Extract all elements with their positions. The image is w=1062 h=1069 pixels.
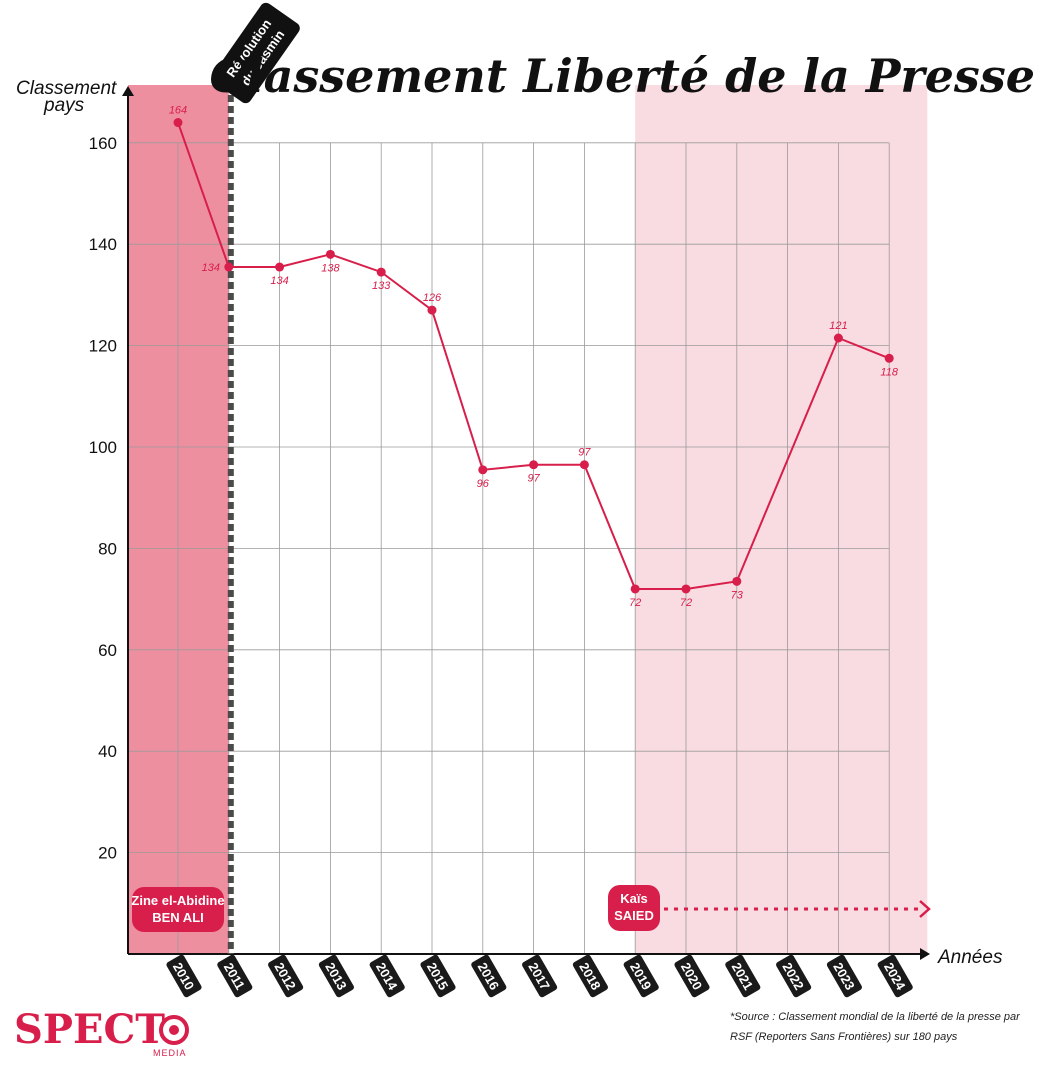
- data-point-2017: [529, 460, 539, 470]
- x-tick-2021: 2021: [725, 954, 761, 998]
- saied-badge: [608, 885, 660, 931]
- x-tick-2023: 2023: [826, 954, 862, 998]
- data-point-2015: [427, 305, 437, 315]
- x-tick-badge-2021: [725, 954, 761, 998]
- data-point-2011: [224, 262, 234, 272]
- x-tick-2015: 2015: [420, 954, 456, 998]
- x-tick-badge-2011: [217, 954, 253, 998]
- y-tick-label-20: 20: [98, 844, 117, 863]
- data-label-2019: 72: [629, 597, 641, 609]
- x-tick-badge-2024: [877, 954, 913, 998]
- x-tick-2024: 2024: [877, 954, 913, 998]
- x-tick-2017: 2017: [522, 954, 558, 998]
- x-tick-2018: 2018: [572, 954, 608, 998]
- x-tick-badge-2015: [420, 954, 456, 998]
- x-tick-badge-2019: [623, 954, 659, 998]
- logo-eye-pupil-icon: [169, 1025, 179, 1035]
- benali-badge: [132, 887, 224, 932]
- saied-period-band: [635, 85, 928, 954]
- data-label-2017: 97: [527, 473, 540, 485]
- x-tick-badge-2014: [369, 954, 405, 998]
- data-point-2013: [325, 249, 335, 259]
- source-note-line2: RSF (Reporters Sans Frontières) sur 180 …: [730, 1031, 958, 1043]
- x-tick-badge-2018: [572, 954, 608, 998]
- x-tick-2016: 2016: [471, 954, 507, 998]
- x-tick-2011: 2011: [217, 954, 253, 998]
- x-tick-badge-2013: [318, 954, 354, 998]
- data-label-2010: 164: [169, 105, 187, 117]
- y-axis-arrow-icon: [122, 86, 134, 96]
- benali-badge-line2: BEN ALI: [152, 910, 204, 925]
- x-tick-badge-2012: [268, 954, 304, 998]
- revolution-label-box: [211, 2, 300, 104]
- logo-subtitle: MEDIA: [153, 1048, 187, 1058]
- x-axis-arrow-icon: [920, 948, 930, 960]
- data-label-2015: 126: [423, 292, 442, 304]
- data-point-2024: [884, 353, 894, 363]
- y-tick-label-40: 40: [98, 742, 117, 761]
- x-tick-badge-2010: [166, 954, 202, 998]
- data-label-2024: 118: [880, 366, 898, 378]
- x-tick-badge-2016: [471, 954, 507, 998]
- spect-media-logo: SPECT MEDIA: [14, 1006, 189, 1058]
- x-tick-2022: 2022: [776, 954, 812, 998]
- saied-continuation-arrow-icon: [919, 900, 931, 918]
- data-point-2014: [376, 267, 386, 277]
- x-tick-badge-2017: [522, 954, 558, 998]
- data-point-2010: [173, 118, 183, 128]
- benali-badge-line1: Zine el-Abidine: [131, 893, 224, 908]
- data-label-2018: 97: [578, 447, 591, 459]
- logo-wordmark: SPECT: [14, 1006, 165, 1053]
- period-bands: [128, 85, 928, 954]
- data-label-2016: 96: [477, 478, 490, 490]
- x-tick-2010: 2010: [166, 954, 202, 998]
- y-tick-label-60: 60: [98, 641, 117, 660]
- y-tick-label-100: 100: [89, 438, 117, 457]
- saied-badge-line2: SAIED: [614, 908, 654, 923]
- logo-eye-icon: [159, 1015, 189, 1045]
- y-axis-label-line1: Classement: [16, 78, 117, 99]
- x-tick-2013: 2013: [318, 954, 354, 998]
- data-label-2013: 138: [321, 262, 340, 274]
- x-tick-2019: 2019: [623, 954, 659, 998]
- data-point-2019: [630, 584, 640, 594]
- ranking-line: [177, 122, 890, 590]
- chart-title: Classement Liberté de la Presse: [209, 49, 1035, 103]
- saied-badge-line1: Kaïs: [620, 891, 647, 906]
- leader-badges: Zine el-Abidine BEN ALI Kaïs SAIED: [131, 885, 931, 932]
- data-point-2016: [478, 465, 488, 475]
- y-axis-label-line2: pays: [43, 95, 85, 116]
- x-axis-label: Années: [937, 947, 1003, 968]
- data-label-2020: 72: [680, 597, 692, 609]
- data-label-2012: 134: [270, 275, 288, 287]
- data-point-2018: [579, 460, 589, 470]
- x-tick-badge-2022: [776, 954, 812, 998]
- data-label-2011: 134: [202, 262, 220, 274]
- y-tick-label-120: 120: [89, 337, 117, 356]
- data-point-2023: [833, 333, 843, 343]
- x-tick-badge-2020: [674, 954, 710, 998]
- x-tick-2012: 2012: [268, 954, 304, 998]
- y-tick-label-140: 140: [89, 235, 117, 254]
- data-label-2014: 133: [372, 280, 391, 292]
- y-tick-label-80: 80: [98, 539, 117, 558]
- x-tick-badge-2023: [826, 954, 862, 998]
- x-tick-2014: 2014: [369, 954, 405, 998]
- data-label-2023: 121: [829, 320, 847, 332]
- data-point-2020: [681, 584, 691, 594]
- source-note-line1: *Source : Classement mondial de la liber…: [730, 1011, 1021, 1023]
- data-point-2012: [275, 262, 285, 272]
- data-point-2021: [732, 576, 742, 586]
- ranking-series: 164 134 134 138 133 126 96 97 97 72 72 73 121 118: [169, 105, 899, 609]
- x-tick-2020: 2020: [674, 954, 710, 998]
- data-label-2021: 73: [731, 589, 744, 601]
- y-tick-label-160: 160: [89, 134, 117, 153]
